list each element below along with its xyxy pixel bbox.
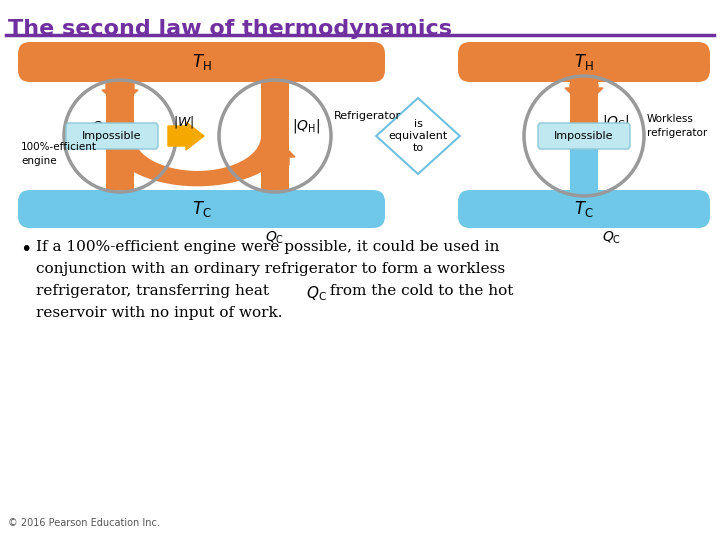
Text: $T_\mathrm{C}$: $T_\mathrm{C}$ [192, 199, 211, 219]
FancyArrow shape [102, 84, 138, 106]
FancyBboxPatch shape [538, 123, 630, 149]
Text: $T_\mathrm{H}$: $T_\mathrm{H}$ [192, 52, 212, 72]
FancyBboxPatch shape [458, 42, 710, 82]
FancyArrow shape [565, 192, 603, 208]
Bar [261, 82, 289, 190]
Text: $T_\mathrm{C}$: $T_\mathrm{C}$ [575, 199, 594, 219]
Bar [106, 82, 134, 190]
Text: $T_\mathrm{H}$: $T_\mathrm{H}$ [574, 52, 594, 72]
Text: refrigerator, transferring heat: refrigerator, transferring heat [36, 284, 274, 298]
FancyArrow shape [168, 122, 204, 150]
Bar [261, 190, 289, 226]
Bar [570, 82, 598, 136]
Text: $Q_\mathrm{C}$: $Q_\mathrm{C}$ [602, 230, 621, 246]
FancyArrow shape [255, 137, 295, 165]
Text: $|Q_\mathrm{C}|$: $|Q_\mathrm{C}|$ [602, 113, 630, 131]
FancyBboxPatch shape [66, 123, 158, 149]
Polygon shape [106, 136, 289, 186]
Text: $Q_\mathrm{C}$: $Q_\mathrm{C}$ [306, 284, 327, 303]
Text: © 2016 Pearson Education Inc.: © 2016 Pearson Education Inc. [8, 518, 160, 528]
FancyBboxPatch shape [18, 42, 385, 82]
Text: The second law of thermodynamics: The second law of thermodynamics [8, 19, 452, 39]
FancyArrow shape [565, 84, 603, 106]
Text: is
equivalent
to: is equivalent to [388, 119, 448, 153]
FancyBboxPatch shape [458, 190, 710, 228]
Text: from the cold to the hot: from the cold to the hot [325, 284, 513, 298]
FancyArrow shape [256, 192, 294, 210]
Text: reservoir with no input of work.: reservoir with no input of work. [36, 306, 282, 320]
Bar [106, 198, 289, 226]
Text: $Q_\mathrm{C}$: $Q_\mathrm{C}$ [266, 230, 284, 246]
Text: Workless
refrigerator: Workless refrigerator [647, 114, 707, 138]
Bar [106, 190, 134, 226]
Text: Impossible: Impossible [82, 131, 142, 141]
Text: $Q$: $Q$ [91, 118, 103, 133]
Text: 100%-efficient
engine: 100%-efficient engine [21, 143, 97, 166]
Text: conjunction with an ordinary refrigerator to form a workless: conjunction with an ordinary refrigerato… [36, 262, 505, 276]
Text: If a 100%-efficient engine were possible, it could be used in: If a 100%-efficient engine were possible… [36, 240, 500, 254]
Bar [570, 136, 598, 190]
Text: Refrigerator: Refrigerator [334, 111, 401, 121]
Text: $|Q_\mathrm{H}|$: $|Q_\mathrm{H}|$ [292, 117, 320, 135]
Text: Impossible: Impossible [554, 131, 613, 141]
Text: •: • [20, 240, 32, 259]
Text: $|W|$: $|W|$ [174, 114, 194, 130]
FancyBboxPatch shape [18, 190, 385, 228]
